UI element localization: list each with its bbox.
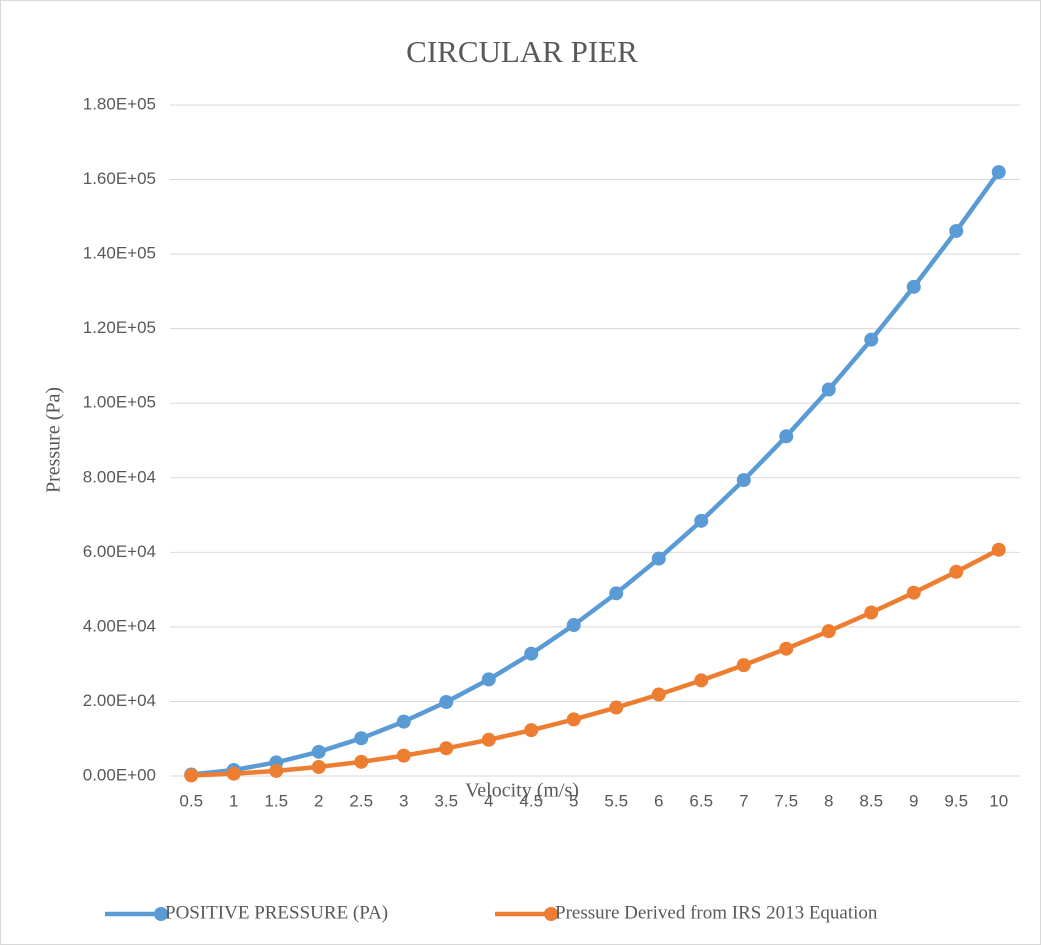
y-axis-label: Pressure (Pa) — [43, 387, 65, 493]
marker — [906, 585, 921, 600]
y-tick-label: 4.00E+04 — [83, 616, 156, 635]
marker — [439, 741, 454, 756]
marker — [396, 714, 411, 729]
marker — [311, 759, 326, 774]
line — [191, 170, 1001, 777]
x-tick-label: 2.5 — [349, 791, 373, 810]
y-tick-label: 0.00E+00 — [83, 765, 156, 784]
x-tick-label: 3.5 — [434, 791, 458, 810]
marker — [439, 695, 454, 710]
marker — [949, 223, 964, 238]
x-tick-label: 7.5 — [774, 791, 798, 810]
marker — [991, 542, 1006, 557]
x-tick-label: 4 — [484, 791, 493, 810]
x-tick-label: 6.5 — [689, 791, 713, 810]
x-tick-label: 9.5 — [944, 791, 968, 810]
marker — [269, 763, 284, 778]
chart-title: CIRCULAR PIER — [406, 34, 638, 69]
marker — [949, 564, 964, 579]
marker — [184, 768, 199, 783]
marker — [779, 429, 794, 444]
marker — [311, 744, 326, 759]
x-tick-label: 1.5 — [264, 791, 288, 810]
x-tick-label: 0.5 — [179, 791, 203, 810]
marker — [906, 279, 921, 294]
marker — [736, 473, 751, 488]
marker — [864, 332, 879, 347]
x-tick-label: 5 — [569, 791, 578, 810]
x-tick-label: 7 — [739, 791, 748, 810]
marker — [609, 586, 624, 601]
marker — [651, 687, 666, 702]
marker — [481, 732, 496, 747]
marker — [779, 641, 794, 656]
x-tick-label: 2 — [314, 791, 323, 810]
legend-label: Pressure Derived from IRS 2013 Equation — [555, 902, 878, 923]
line — [191, 547, 1000, 778]
x-tick-label: 6 — [654, 791, 663, 810]
y-tick-label: 1.80E+05 — [83, 94, 156, 113]
legend-marker — [154, 907, 168, 921]
x-tick-label: 3 — [399, 791, 408, 810]
x-tick-label: 8.5 — [859, 791, 883, 810]
marker — [566, 618, 581, 633]
marker — [524, 723, 539, 738]
marker — [821, 382, 836, 397]
y-tick-label: 1.60E+05 — [83, 169, 156, 188]
marker — [864, 605, 879, 620]
marker — [524, 646, 539, 661]
marker — [354, 754, 369, 769]
x-tick-label: 8 — [824, 791, 833, 810]
marker — [396, 748, 411, 763]
x-axis-label: Velocity (m/s) — [465, 780, 579, 802]
legend-marker — [544, 907, 558, 921]
marker — [736, 658, 751, 673]
marker — [991, 165, 1006, 180]
marker — [481, 672, 496, 687]
legend-label: POSITIVE PRESSURE (PA) — [165, 902, 388, 923]
y-tick-label: 1.20E+05 — [83, 318, 156, 337]
y-tick-label: 6.00E+04 — [83, 542, 156, 561]
marker — [694, 513, 709, 528]
marker — [226, 766, 241, 781]
y-tick-label: 1.00E+05 — [83, 393, 156, 412]
marker — [821, 624, 836, 639]
x-tick-label: 5.5 — [604, 791, 628, 810]
marker — [609, 700, 624, 715]
y-tick-label: 2.00E+04 — [83, 691, 156, 710]
x-tick-label: 1 — [229, 791, 238, 810]
y-tick-label: 1.40E+05 — [83, 244, 156, 263]
marker — [566, 712, 581, 727]
y-tick-label: 8.00E+04 — [83, 467, 156, 486]
x-tick-label: 4.5 — [519, 791, 543, 810]
marker — [354, 731, 369, 746]
x-tick-label: 9 — [909, 791, 918, 810]
marker — [694, 673, 709, 688]
x-tick-label: 10 — [989, 791, 1008, 810]
marker — [651, 551, 666, 566]
